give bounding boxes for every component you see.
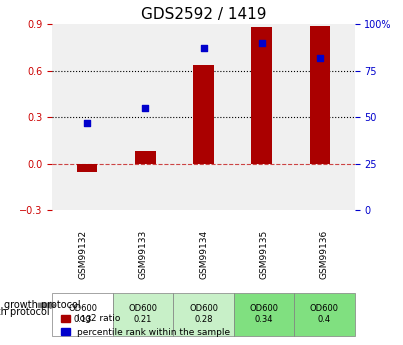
FancyBboxPatch shape: [294, 293, 355, 336]
Text: growth protocol: growth protocol: [4, 300, 81, 310]
Text: GSM99132: GSM99132: [78, 230, 87, 279]
Bar: [77, 164, 98, 171]
Text: GSM99134: GSM99134: [199, 230, 208, 279]
Text: GSM99136: GSM99136: [320, 230, 329, 279]
Point: [200, 46, 207, 51]
Text: OD600
0.21: OD600 0.21: [129, 304, 158, 324]
Bar: [310, 26, 330, 164]
Text: OD600
0.28: OD600 0.28: [189, 304, 218, 324]
FancyBboxPatch shape: [113, 293, 173, 336]
Bar: [135, 151, 156, 164]
Text: growth protocol: growth protocol: [0, 307, 49, 317]
Title: GDS2592 / 1419: GDS2592 / 1419: [141, 7, 266, 22]
Legend: log2 ratio, percentile rank within the sample: log2 ratio, percentile rank within the s…: [57, 311, 233, 341]
FancyBboxPatch shape: [173, 293, 234, 336]
Bar: [251, 27, 272, 164]
Text: OD600
0.34: OD600 0.34: [249, 304, 278, 324]
Text: GSM99135: GSM99135: [260, 230, 268, 279]
Bar: [193, 65, 214, 164]
Text: OD600
0.13: OD600 0.13: [68, 304, 97, 324]
FancyBboxPatch shape: [234, 293, 294, 336]
Point: [84, 120, 91, 126]
Point: [258, 40, 265, 46]
Text: OD600
0.4: OD600 0.4: [310, 304, 339, 324]
Point: [142, 105, 149, 111]
FancyBboxPatch shape: [52, 293, 113, 336]
Point: [316, 55, 323, 60]
Text: GSM99133: GSM99133: [139, 230, 147, 279]
